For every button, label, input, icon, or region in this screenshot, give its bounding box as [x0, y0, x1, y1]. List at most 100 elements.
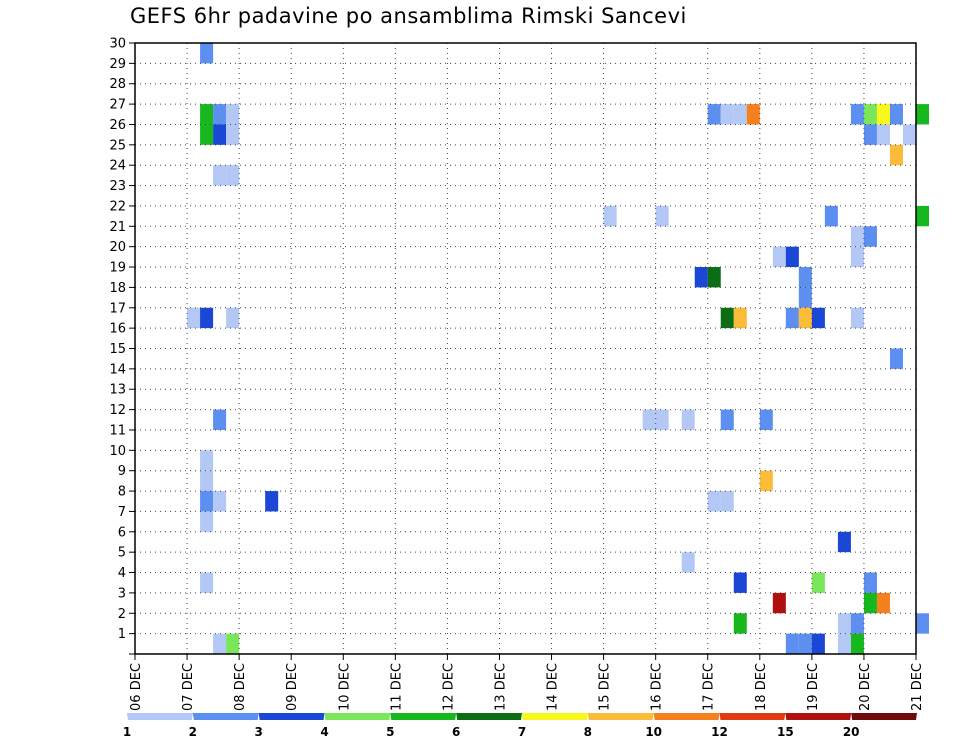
legend-swatch — [851, 713, 917, 720]
data-cell — [226, 307, 240, 329]
y-tick-label: 16 — [109, 322, 126, 337]
y-tick-label: 25 — [109, 138, 126, 153]
data-cell — [850, 613, 864, 634]
data-cell — [798, 307, 812, 329]
data-cell — [759, 409, 773, 430]
data-cell — [213, 165, 227, 186]
data-cell — [733, 572, 747, 593]
x-tick-label: 06 DEC — [129, 663, 144, 711]
y-tick-label: 5 — [118, 546, 126, 561]
data-cell — [785, 307, 799, 329]
legend-swatch — [653, 713, 720, 720]
data-cell — [785, 633, 799, 654]
data-cell — [850, 226, 864, 247]
data-cell — [772, 592, 786, 614]
legend-label: 15 — [777, 725, 794, 739]
data-cell — [811, 633, 825, 654]
data-cell — [200, 572, 214, 593]
y-tick-label: 8 — [118, 485, 126, 500]
data-cell — [655, 205, 669, 227]
y-tick-label: 6 — [118, 525, 126, 540]
data-cell — [213, 633, 227, 654]
y-tick-label: 30 — [109, 37, 126, 52]
x-tick-label: 19 DEC — [806, 663, 821, 711]
data-cell — [226, 165, 240, 186]
y-tick-label: 2 — [118, 607, 126, 622]
data-cell — [720, 307, 734, 329]
legend-swatch — [587, 713, 654, 720]
legend-label: 8 — [584, 725, 592, 739]
legend-label: 3 — [254, 725, 262, 739]
data-cell — [837, 613, 851, 634]
y-tick-label: 21 — [109, 220, 126, 235]
data-cell — [642, 409, 656, 430]
y-tick-label: 23 — [109, 179, 126, 194]
legend-label: 1 — [123, 725, 131, 739]
y-tick-label: 20 — [109, 240, 126, 255]
data-cell — [889, 104, 903, 125]
data-cell — [213, 491, 227, 512]
data-cell — [681, 552, 695, 573]
legend-label: 2 — [189, 725, 197, 739]
data-cell — [707, 104, 721, 125]
legend-label: 7 — [518, 725, 526, 739]
data-cell — [707, 267, 721, 288]
legend-label: 20 — [843, 725, 860, 739]
data-cell — [200, 307, 214, 329]
data-cell — [226, 633, 240, 654]
data-cell — [889, 144, 903, 166]
data-cell — [863, 572, 877, 593]
data-cell — [811, 307, 825, 329]
legend-swatch — [390, 713, 457, 720]
data-cell — [916, 104, 930, 125]
data-cell — [863, 592, 877, 614]
legend-label: 6 — [452, 725, 460, 739]
x-tick-label: 21 DEC — [910, 663, 925, 711]
data-cell — [850, 246, 864, 268]
y-tick-label: 26 — [109, 118, 126, 133]
legend-swatch — [456, 713, 522, 720]
y-tick-label: 12 — [109, 403, 126, 418]
y-tick-label: 17 — [109, 301, 126, 316]
data-cell — [863, 104, 877, 125]
chart-title: GEFS 6hr padavine po ansamblima Rimski S… — [130, 4, 687, 28]
data-cell — [746, 104, 760, 125]
x-tick-label: 15 DEC — [598, 663, 613, 711]
data-cell — [863, 124, 877, 145]
data-cell — [876, 104, 890, 125]
data-cell — [681, 409, 695, 430]
x-tick-label: 12 DEC — [441, 663, 456, 711]
data-cell — [200, 43, 214, 64]
y-tick-label: 11 — [109, 423, 126, 438]
data-cell — [213, 104, 227, 125]
data-cell — [733, 613, 747, 634]
legend-label: 10 — [645, 725, 662, 739]
data-cell — [707, 491, 721, 512]
legend-swatch — [522, 713, 588, 720]
legend-swatch — [258, 713, 325, 720]
y-tick-label: 28 — [109, 77, 126, 92]
data-cell — [200, 511, 214, 532]
data-cell — [772, 246, 786, 268]
data-cell — [824, 205, 838, 227]
y-tick-label: 24 — [109, 159, 126, 174]
y-tick-label: 14 — [109, 362, 126, 377]
y-tick-label: 15 — [109, 342, 126, 357]
data-cell — [798, 287, 812, 308]
legend-swatch — [127, 713, 193, 720]
x-tick-label: 20 DEC — [858, 663, 873, 711]
data-cell — [226, 124, 240, 145]
data-cell — [733, 104, 747, 125]
legend-swatch — [785, 713, 852, 720]
y-tick-label: 4 — [118, 566, 126, 581]
x-tick-label: 18 DEC — [754, 663, 769, 711]
legend-label: 4 — [320, 725, 328, 739]
data-cell — [811, 572, 825, 593]
data-cell — [694, 267, 708, 288]
data-cell — [200, 491, 214, 512]
y-tick-label: 18 — [109, 281, 126, 296]
data-cell — [902, 124, 916, 145]
data-cell — [837, 633, 851, 654]
